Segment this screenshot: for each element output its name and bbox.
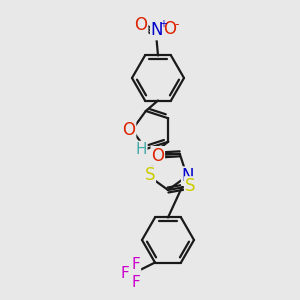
Text: N: N xyxy=(151,22,163,40)
Text: +: + xyxy=(159,20,167,29)
Text: -: - xyxy=(175,18,179,31)
Text: F: F xyxy=(132,257,140,272)
Text: S: S xyxy=(185,177,195,195)
Text: O: O xyxy=(151,147,164,165)
Text: F: F xyxy=(132,275,140,290)
Text: S: S xyxy=(145,166,155,184)
Text: N: N xyxy=(182,167,194,185)
Text: O: O xyxy=(122,121,136,139)
Text: O: O xyxy=(164,20,176,38)
Text: H: H xyxy=(135,142,147,157)
Text: F: F xyxy=(121,266,129,281)
Text: O: O xyxy=(134,16,148,34)
